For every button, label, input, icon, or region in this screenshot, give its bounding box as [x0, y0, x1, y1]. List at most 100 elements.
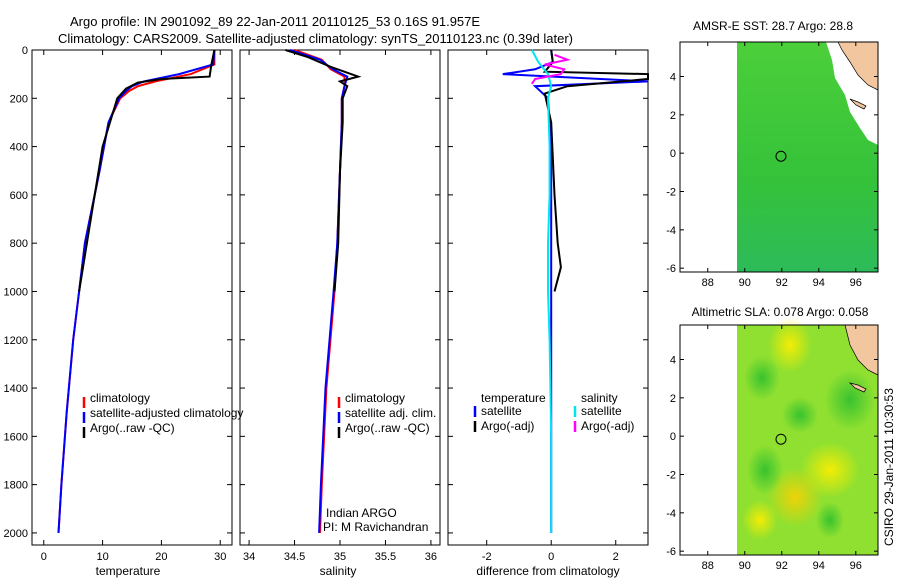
- sla-blob: [816, 502, 844, 538]
- sla-map: Altimetric SLA: 0.078 Argo: 0.058 88 90 92…: [666, 305, 879, 572]
- series-line-satellite-adjusted-climatology: [57, 49, 216, 533]
- y-tick-label: 1200: [4, 335, 28, 347]
- y-tick-label: 600: [10, 190, 28, 202]
- legend-label-climatology: climatology: [90, 391, 150, 405]
- sst-map-title: AMSR-E SST: 28.7 Argo: 28.8: [693, 19, 853, 33]
- annotation-indian-argo: Indian ARGO: [326, 506, 397, 520]
- x-tick-label: 88: [702, 560, 714, 572]
- x-tick-label: 0: [548, 551, 554, 563]
- y-tick-label: 1400: [4, 383, 28, 395]
- legend-label-climatology: climatology: [345, 391, 405, 405]
- annotation-pi: PI: M Ravichandran: [323, 520, 428, 534]
- legend-label-sal-satellite: satellite: [581, 404, 622, 418]
- salinity-panel: 34 34.5 35 35.5 36 salinity climatology sate…: [239, 49, 441, 578]
- island-outline: [848, 382, 867, 393]
- sla-map-ticks: 88 90 92 94 96 -6 -4 -2 0 2 4: [666, 325, 878, 572]
- x-tick-label: 35: [334, 551, 346, 563]
- sla-map-frame: [679, 324, 879, 556]
- y-tick-label: -2: [666, 470, 676, 482]
- figure-title-line2: Climatology: CARS2009. Satellite-adjuste…: [58, 31, 573, 46]
- y-tick-label: -6: [666, 263, 676, 275]
- island-outline: [849, 98, 867, 110]
- difference-panel: -2 0 2 difference from climatology tempera…: [447, 49, 649, 578]
- series-line-satellite-adj-clim-: [289, 49, 349, 533]
- x-tick-label: 36: [425, 551, 437, 563]
- x-tick-label: 0: [41, 551, 47, 563]
- legend-label-satellite: satellite-adjusted climatology: [90, 406, 243, 420]
- legend-label-argo: Argo(..raw -QC): [90, 421, 175, 435]
- salinity-xlabel: salinity: [320, 564, 357, 578]
- y-tick-label: 200: [10, 93, 28, 105]
- series-line-argo-raw-qc-: [78, 49, 216, 292]
- x-tick-label: 35.5: [375, 551, 396, 563]
- argo-location-marker: [775, 433, 787, 445]
- series-line-climatology: [294, 49, 346, 533]
- y-tick-label: 1600: [4, 431, 28, 443]
- y-tick-label: 2: [670, 110, 676, 122]
- difference-lines: [502, 49, 649, 533]
- series-line-temperature-satellite: [502, 49, 649, 533]
- x-tick-label: 92: [776, 277, 788, 289]
- sla-blob: [782, 397, 818, 433]
- x-tick-label: 90: [739, 277, 751, 289]
- legend-label-temp-argo: Argo(-adj): [481, 419, 534, 433]
- y-tick-label: 1800: [4, 480, 28, 492]
- temperature-xlabel: temperature: [96, 564, 161, 578]
- legend-label-temp-satellite: satellite: [481, 404, 522, 418]
- sst-map: AMSR-E SST: 28.7 Argo: 28.8 88 90 92 94 96 -6…: [666, 19, 879, 289]
- y-tick-label: 4: [670, 72, 676, 84]
- x-tick-label: 34.5: [284, 551, 305, 563]
- y-tick-label: -4: [666, 225, 676, 237]
- figure-title-line1: Argo profile: IN 2901092_89 22-Jan-2011 …: [70, 14, 480, 29]
- sla-blob: [742, 500, 778, 540]
- y-tick-label: 0: [22, 45, 28, 57]
- x-tick-label: 10: [96, 551, 108, 563]
- footer-timestamp: CSIRO 29-Jan-2011 10:30:53: [882, 388, 896, 546]
- argo-location-marker: [775, 150, 787, 162]
- sst-map-frame: [679, 41, 879, 273]
- difference-xlabel: difference from climatology: [476, 564, 619, 578]
- x-tick-label: 30: [214, 551, 226, 563]
- x-tick-label: 20: [155, 551, 167, 563]
- salinity-legend: climatology satellite adj. clim. Argo(..…: [337, 391, 436, 438]
- legend-label-argo: Argo(..raw -QC): [345, 421, 430, 435]
- y-tick-label: -6: [666, 546, 676, 558]
- x-tick-label: 34: [243, 551, 255, 563]
- legend-label-sal-argo: Argo(-adj): [581, 419, 634, 433]
- difference-plot-frame: [447, 49, 649, 546]
- x-tick-label: 94: [813, 560, 825, 572]
- temperature-plot-frame: [31, 49, 233, 546]
- y-tick-label: -2: [666, 187, 676, 199]
- x-tick-label: 96: [850, 277, 862, 289]
- sla-blob: [744, 356, 780, 400]
- x-tick-label: 90: [739, 560, 751, 572]
- series-line-salinity-argo-adj-: [531, 53, 571, 85]
- x-tick-label: 2: [613, 551, 619, 563]
- x-tick-label: 96: [850, 560, 862, 572]
- series-line-climatology: [57, 50, 216, 533]
- y-tick-label: 800: [10, 238, 28, 250]
- y-tick-label: 4: [670, 355, 676, 367]
- sla-blob: [747, 445, 783, 495]
- legend-group-salinity: salinity: [581, 391, 618, 405]
- sla-blob: [825, 370, 875, 430]
- series-line-temperature-argo-adj-: [542, 49, 649, 292]
- salinity-plot-frame: [239, 49, 441, 546]
- y-tick-label: 2: [670, 393, 676, 405]
- temperature-legend: climatology satellite-adjusted climatolo…: [82, 391, 243, 438]
- sla-map-title: Altimetric SLA: 0.078 Argo: 0.058: [692, 305, 869, 319]
- legend-label-satellite: satellite adj. clim.: [345, 406, 436, 420]
- temperature-lines: [57, 49, 216, 533]
- sst-map-ticks: 88 90 92 94 96 -6 -4 -2 0 2 4: [666, 42, 878, 289]
- salinity-lines: [285, 49, 362, 533]
- y-tick-label: -4: [666, 508, 676, 520]
- difference-legend: temperature satellite Argo(-adj) salinit…: [473, 391, 634, 433]
- series-line-salinity-satellite: [531, 49, 553, 533]
- temperature-ticks: 0 10 20 30 0 200 400 600 800 1000 1200 1400 1600 1800…: [4, 45, 232, 563]
- series-line-argo-raw-qc-: [285, 49, 362, 292]
- y-tick-label: 400: [10, 142, 28, 154]
- y-tick-label: 2000: [4, 528, 28, 540]
- y-tick-label: 0: [670, 431, 676, 443]
- x-tick-label: 94: [813, 277, 825, 289]
- sla-blob: [767, 467, 823, 527]
